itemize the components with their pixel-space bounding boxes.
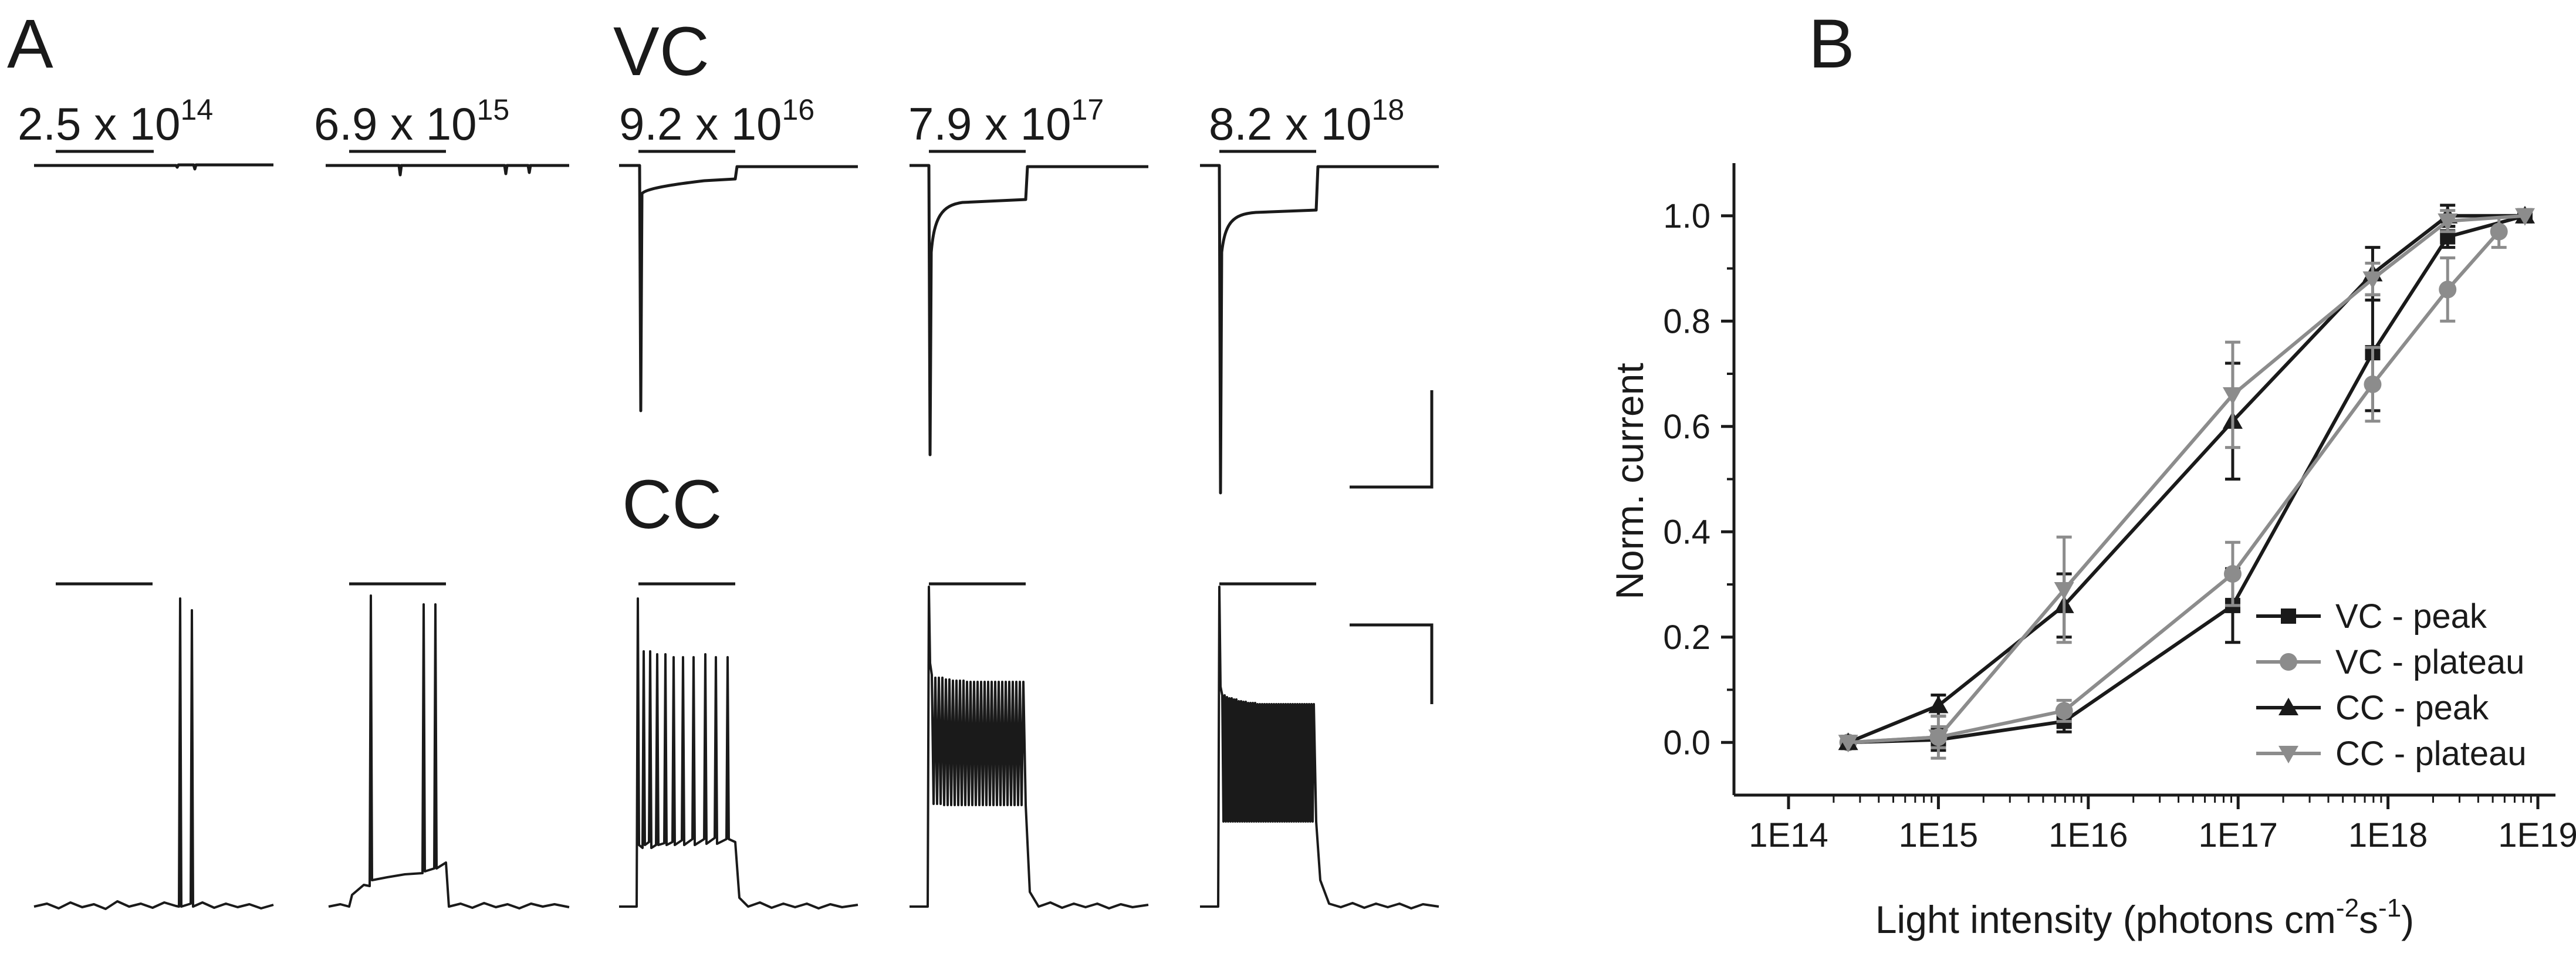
marker-triangle-down — [2054, 582, 2074, 600]
data-series — [1838, 204, 2535, 760]
cc-label: CC — [622, 466, 722, 543]
vc-trace — [1200, 164, 1439, 495]
cc-traces — [33, 586, 1439, 910]
marker-triangle-up — [1928, 695, 1949, 714]
x-tick-label: 1E14 — [1749, 816, 1828, 854]
marker-circle — [2223, 565, 2242, 583]
cc-trace — [33, 597, 274, 910]
y-tick-label: 0.4 — [1663, 513, 1710, 551]
marker-triangle-down — [2222, 387, 2243, 405]
marker-triangle-down — [2362, 271, 2383, 289]
intensity-label: 8.2 x 1018 — [1209, 93, 1404, 150]
cc-trace — [619, 597, 858, 910]
legend-label: CC - peak — [2335, 689, 2489, 727]
marker-triangle-down — [1928, 729, 1949, 748]
vc-traces — [34, 163, 1439, 495]
x-tick-label: 1E16 — [2048, 816, 2128, 854]
cc-scale-bar — [1350, 623, 1434, 704]
intensity-label: 7.9 x 1017 — [908, 93, 1104, 150]
panel-a-label: A — [7, 5, 53, 83]
marker-triangle-down — [2438, 213, 2458, 231]
y-tick-label: 0.6 — [1663, 408, 1710, 446]
marker-triangle-down — [1838, 735, 1858, 753]
marker-square — [2281, 608, 2296, 624]
series-cc-plateau — [1838, 208, 2535, 760]
intensity-label: 9.2 x 1016 — [619, 93, 814, 150]
y-ticks: 0.0 0.2 0.4 0.6 0.8 1.0 — [1663, 197, 1734, 762]
intensity-label: 2.5 x 1014 — [18, 93, 213, 150]
marker-circle — [2280, 653, 2297, 671]
marker-circle — [2364, 375, 2382, 393]
y-tick-label: 0.2 — [1663, 618, 1710, 657]
x-axis-title: Light intensity (photons cm-2s-1) — [1875, 894, 2414, 941]
cc-trace — [328, 594, 570, 910]
panel-b-label: B — [1808, 5, 1855, 83]
cc-trace — [1200, 586, 1439, 910]
cc-trace — [910, 586, 1149, 910]
intensity-label: 6.9 x 1015 — [314, 93, 509, 150]
marker-triangle-down — [2278, 746, 2298, 763]
marker-circle — [2439, 280, 2457, 299]
marker-triangle-down — [2514, 208, 2535, 226]
y-tick-label: 0.8 — [1663, 302, 1710, 340]
vc-label: VC — [613, 13, 709, 90]
legend: VC - peak VC - plateau CC - peak CC - plate… — [2256, 597, 2527, 773]
legend-label: VC - plateau — [2335, 643, 2524, 681]
marker-circle — [2490, 222, 2508, 241]
vc-trace — [910, 164, 1148, 457]
intensity-labels: 2.5 x 1014 6.9 x 1015 9.2 x 1016 7.9 x 1… — [18, 93, 1404, 150]
vc-scale-bar — [1350, 390, 1434, 489]
x-ticks: 1E14 1E15 1E16 1E17 1E18 1E19 — [1749, 795, 2576, 854]
legend-label: VC - peak — [2335, 597, 2487, 635]
legend-label: CC - plateau — [2335, 735, 2527, 773]
marker-circle — [2055, 702, 2073, 720]
x-tick-label: 1E19 — [2498, 816, 2576, 854]
x-tick-label: 1E18 — [2348, 816, 2428, 854]
y-tick-label: 0.0 — [1663, 724, 1710, 762]
x-tick-label: 1E15 — [1899, 816, 1978, 854]
y-tick-label: 1.0 — [1663, 197, 1710, 235]
y-axis-title: Norm. current — [1608, 363, 1651, 599]
vc-trace — [619, 164, 858, 413]
x-tick-label: 1E17 — [2198, 816, 2277, 854]
marker-triangle-up — [2278, 698, 2298, 715]
vc-trace — [326, 164, 569, 177]
vc-trace — [34, 163, 273, 171]
